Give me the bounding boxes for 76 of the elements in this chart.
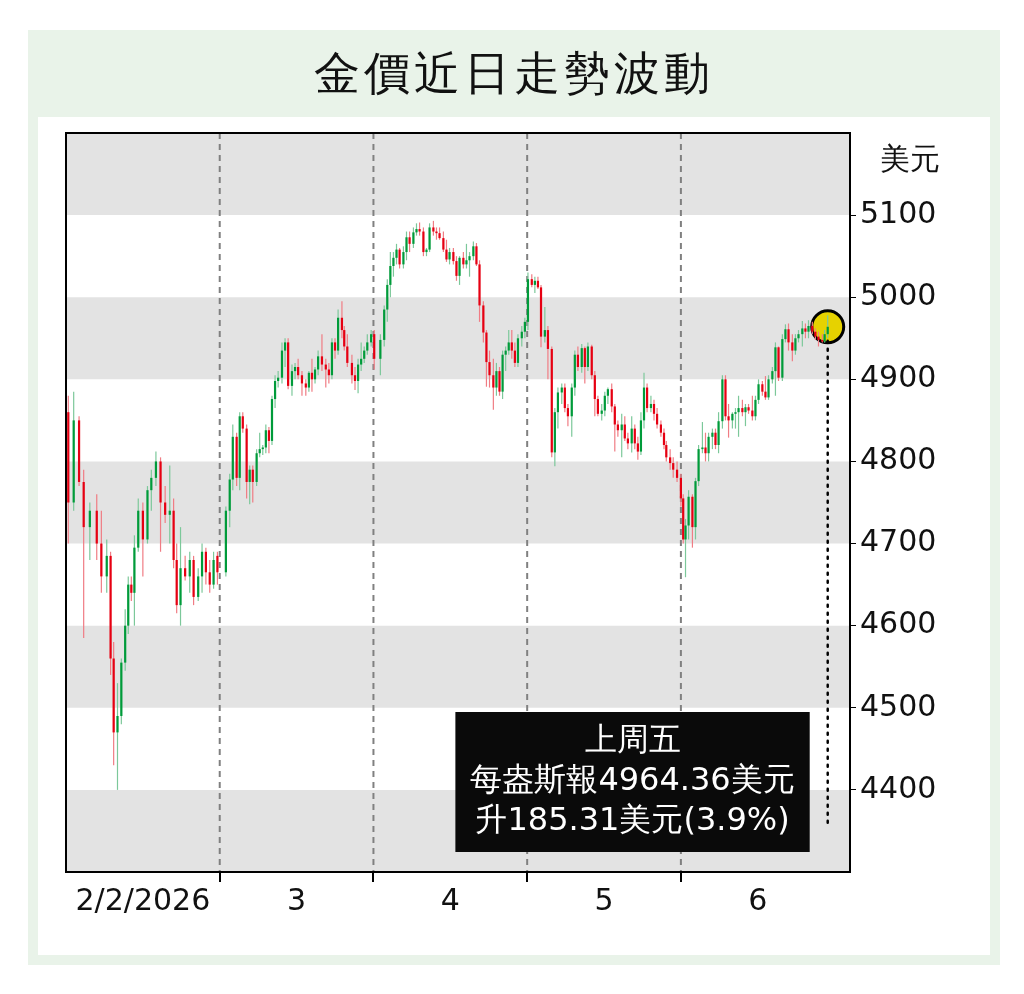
candlestick [492,358,495,411]
candlestick [116,682,119,791]
x-tick-label: 6 [748,881,768,917]
candlestick [583,345,586,385]
candlestick [603,391,606,417]
candlestick [714,428,717,450]
candlestick [507,329,510,356]
candlestick [764,375,767,401]
candlestick [154,450,158,487]
candlestick [320,333,324,372]
x-tick-label: 3 [287,881,307,917]
candlestick [701,421,704,454]
candlestick [179,526,182,627]
y-tick-label: 4900 [860,359,937,395]
x-tick-label: 4 [440,881,460,917]
candlestick [791,333,794,362]
x-tick-label: 5 [594,881,614,917]
candlestick [704,432,707,463]
y-tick-label: 5000 [860,277,937,313]
candlestick [498,366,501,397]
candlestick [241,411,244,434]
annotation: 上周五 [584,720,681,759]
candlestick [620,413,623,458]
candlestick [774,341,777,397]
candlestick [398,247,401,270]
candlestick [290,363,294,397]
candlestick [307,370,310,393]
candlestick [586,341,590,372]
candlestick [327,362,330,385]
y-tick-label: 4500 [860,687,937,723]
candlestick [495,362,498,397]
candlestick [817,331,820,348]
candlestick [422,226,425,257]
y-axis-title: 美元 [880,140,940,176]
candlestick [333,337,337,360]
candlestick [216,551,219,586]
candlestick [717,411,720,454]
annotation: 每盎斯報4964.36美元 [470,760,795,799]
chart-title: 金價近日走勢波動 [313,45,715,102]
candlestick [794,333,797,356]
candlestick [412,226,415,249]
candlestick [744,403,747,427]
x-tick-label: 2/2/2026 [75,881,211,917]
y-tick-label: 4800 [860,441,937,477]
candlestick [669,448,672,471]
candlestick [787,322,790,352]
candlestick [501,349,504,400]
y-tick-label: 5100 [860,194,937,230]
candlestick [580,343,583,374]
candlestick [767,374,770,401]
candlestick [408,230,411,253]
candlestick [711,428,714,450]
candlestick [159,456,162,553]
candlestick [146,485,149,545]
candlestick [747,403,750,415]
candlestick [543,306,546,343]
y-tick-label: 4600 [860,605,937,641]
candlestick [428,222,431,253]
candlestick [691,493,694,549]
y-tick-label: 4700 [860,523,937,559]
candlestick [458,255,461,286]
candlestick [438,226,441,241]
candlestick [546,325,550,380]
candlestick [197,567,200,602]
candlestick [737,395,740,438]
candlestick [472,240,475,261]
candlestick [267,426,271,454]
candlestick [418,221,421,237]
annotation: 升185.31美元(3.9%) [475,800,790,839]
candlestick [777,345,780,382]
candlestick [807,319,810,339]
y-tick-label: 4400 [860,769,937,805]
candlestick [448,247,451,265]
candlestick [208,559,211,594]
candlestick [707,432,710,463]
candlestick [379,333,382,376]
